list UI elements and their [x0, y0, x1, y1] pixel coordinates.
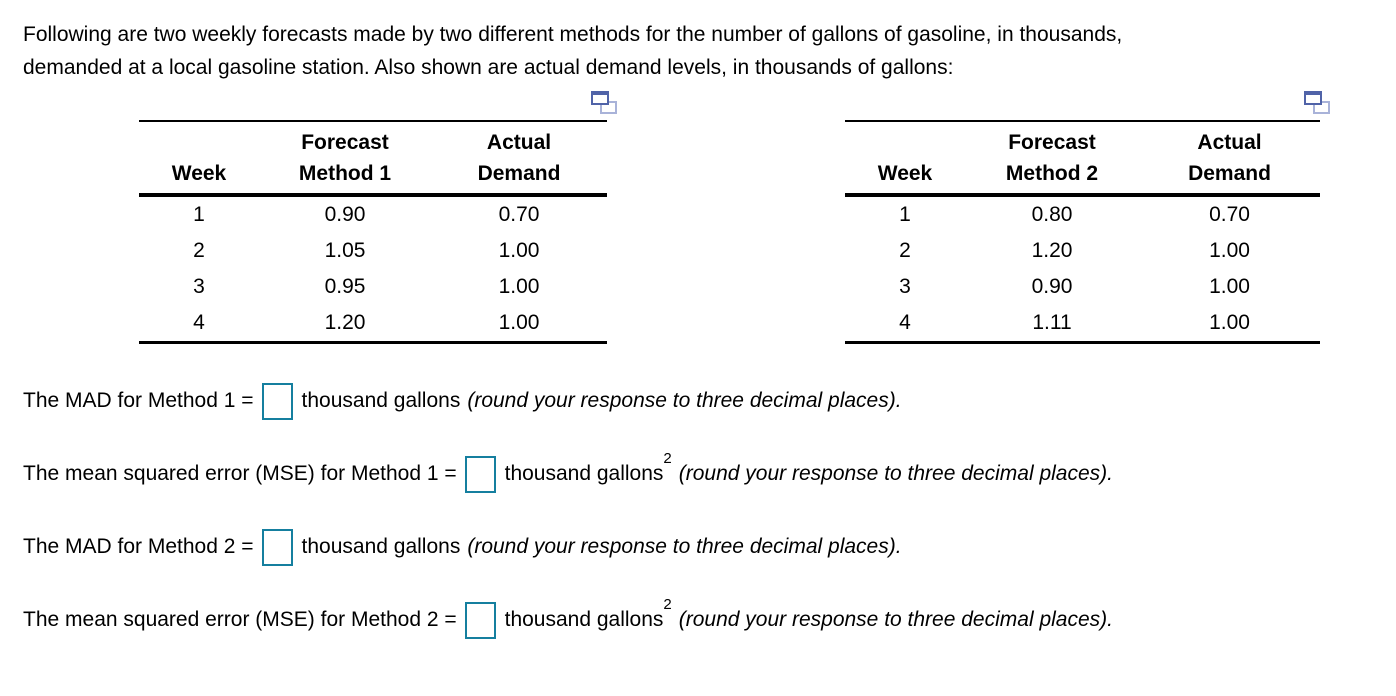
rounding-note: (round your response to three decimal pl… — [678, 608, 1113, 631]
problem-statement: Following are two weekly forecasts made … — [0, 0, 1396, 84]
forecast-cell: 0.80 — [1031, 203, 1073, 226]
col-header-actual-demand: Actual Demand — [1188, 131, 1271, 185]
mad-method-1-label: The MAD for Method 1 = — [23, 389, 254, 412]
method-1-table: Week Forecast Method 1 Actual Demand 1 0.9… — [139, 120, 607, 344]
squared-superscript: 2 — [663, 596, 672, 613]
week-cell: 2 — [193, 239, 205, 262]
week-cell: 3 — [899, 275, 911, 298]
forecast-cell: 0.90 — [1031, 275, 1073, 298]
week-cell: 3 — [193, 275, 205, 298]
col-header-forecast-method-2: Forecast Method 2 — [1005, 131, 1099, 185]
week-cell: 1 — [193, 203, 205, 226]
unit-label: thousand gallons — [301, 389, 461, 412]
header-row: Week Forecast Method 1 Actual Demand — [139, 121, 607, 195]
problem-statement-line-1: Following are two weekly forecasts made … — [23, 23, 1123, 46]
forecast-cell: 0.95 — [324, 275, 366, 298]
mse-method-2-label: The mean squared error (MSE) for Method … — [23, 608, 457, 631]
actual-cell: 0.70 — [1209, 203, 1250, 226]
answer-section: The MAD for Method 1 = thousand gallons … — [0, 381, 1396, 640]
table-row: 2 1.20 1.00 — [845, 233, 1320, 269]
actual-cell: 1.00 — [498, 239, 540, 262]
unit-label: thousand gallons — [504, 462, 664, 485]
popout-windows-icon[interactable] — [591, 91, 618, 116]
method-2-table: Week Forecast Method 2 Actual Demand 1 0.8… — [845, 120, 1320, 344]
mad-method-1-input[interactable] — [261, 382, 293, 420]
forecast-cell: 0.90 — [324, 203, 366, 226]
mad-method-2-label: The MAD for Method 2 = — [23, 535, 254, 558]
table-row: 4 1.11 1.00 — [845, 305, 1320, 343]
col-header-week: Week — [877, 162, 933, 185]
header-row: Week Forecast Method 2 Actual Demand — [845, 121, 1320, 195]
mad-method-2-input[interactable] — [261, 528, 293, 566]
actual-cell: 1.00 — [498, 275, 540, 298]
actual-cell: 1.00 — [1209, 275, 1250, 298]
table-row: 1 0.90 0.70 — [139, 195, 607, 233]
week-cell: 2 — [899, 239, 911, 262]
actual-cell: 1.00 — [498, 311, 540, 334]
unit-label: thousand gallons — [301, 535, 461, 558]
forecast-cell: 1.20 — [1031, 239, 1073, 262]
method-2-table-wrapper: Week Forecast Method 2 Actual Demand 1 0.8… — [845, 91, 1330, 344]
forecast-cell: 1.20 — [324, 311, 366, 334]
week-cell: 4 — [899, 311, 911, 334]
mse-method-2-input[interactable] — [464, 601, 496, 639]
method-1-table-wrapper: Week Forecast Method 1 Actual Demand 1 0.9… — [139, 91, 617, 344]
rounding-note: (round your response to three decimal pl… — [678, 462, 1113, 485]
problem-statement-line-2: demanded at a local gasoline station. Al… — [23, 56, 954, 79]
rounding-note: (round your response to three decimal pl… — [467, 535, 902, 558]
actual-cell: 1.00 — [1209, 311, 1250, 334]
forecast-cell: 1.05 — [324, 239, 366, 262]
unit-label: thousand gallons — [504, 608, 664, 631]
rounding-note: (round your response to three decimal pl… — [467, 389, 902, 412]
week-cell: 4 — [193, 311, 205, 334]
popout-front-frame — [591, 91, 609, 105]
week-cell: 1 — [899, 203, 911, 226]
mse-method-1-label: The mean squared error (MSE) for Method … — [23, 462, 457, 485]
table-row: 2 1.05 1.00 — [139, 233, 607, 269]
actual-cell: 1.00 — [1209, 239, 1250, 262]
table-row: 1 0.80 0.70 — [845, 195, 1320, 233]
popout-front-frame — [1304, 91, 1322, 105]
col-header-actual-demand: Actual Demand — [477, 131, 561, 185]
col-header-week: Week — [171, 162, 227, 185]
table-row: 3 0.95 1.00 — [139, 269, 607, 305]
mse-method-2-line: The mean squared error (MSE) for Method … — [23, 596, 1396, 640]
mad-method-1-line: The MAD for Method 1 = thousand gallons … — [23, 381, 1396, 421]
mse-method-1-line: The mean squared error (MSE) for Method … — [23, 450, 1396, 494]
col-header-forecast-method-1: Forecast Method 1 — [298, 131, 392, 185]
mad-method-2-line: The MAD for Method 2 = thousand gallons … — [23, 527, 1396, 567]
actual-cell: 0.70 — [498, 203, 540, 226]
table-row: 3 0.90 1.00 — [845, 269, 1320, 305]
forecast-tables-row: Week Forecast Method 1 Actual Demand 1 0.9… — [139, 91, 1396, 344]
table-row: 4 1.20 1.00 — [139, 305, 607, 343]
popout-windows-icon[interactable] — [1304, 91, 1331, 116]
squared-superscript: 2 — [663, 450, 672, 467]
forecast-cell: 1.11 — [1032, 311, 1072, 334]
mse-method-1-input[interactable] — [464, 455, 496, 493]
